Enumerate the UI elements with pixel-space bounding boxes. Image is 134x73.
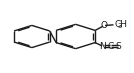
- Text: S: S: [116, 42, 122, 51]
- Text: N: N: [99, 42, 106, 51]
- Text: C: C: [107, 42, 114, 51]
- Text: O: O: [101, 21, 108, 30]
- Text: 3: 3: [118, 23, 122, 29]
- Text: CH: CH: [115, 20, 128, 29]
